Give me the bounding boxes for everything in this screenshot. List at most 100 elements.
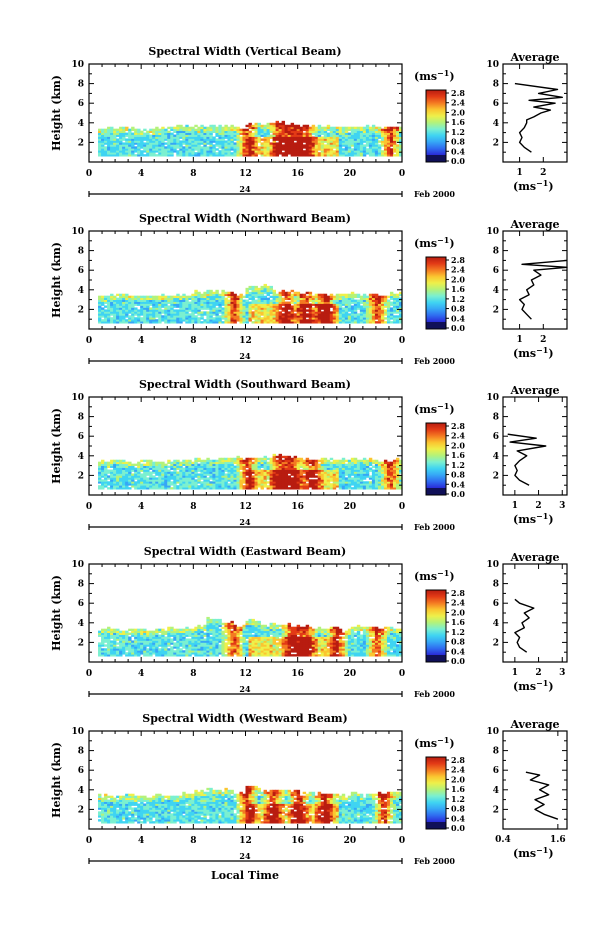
heatmap-cell	[218, 150, 221, 152]
heatmap-cell	[242, 485, 245, 487]
heatmap-cell	[270, 135, 273, 137]
heatmap-cell	[267, 298, 270, 300]
heatmap-cell	[188, 302, 191, 304]
heatmap-cell	[206, 477, 209, 479]
heatmap-cell	[282, 144, 285, 146]
heatmap-cell	[261, 125, 264, 127]
colorbar-tick-label: 2.8	[451, 421, 465, 431]
y-tick-label: 6	[78, 266, 84, 276]
average-y-tick-label: 6	[493, 99, 499, 109]
heatmap-cell	[134, 317, 137, 319]
heatmap-cell	[116, 629, 119, 631]
heatmap-cell	[288, 292, 291, 294]
average-frame	[503, 64, 567, 162]
heatmap-cell	[246, 470, 249, 472]
heatmap-cell	[209, 290, 212, 292]
heatmap-cell	[303, 144, 306, 146]
heatmap-cell	[164, 129, 167, 131]
x-tick-label: 0	[399, 502, 405, 512]
heatmap-cell	[110, 470, 113, 472]
heatmap-cell	[128, 129, 131, 131]
heatmap-cell	[363, 458, 366, 460]
heatmap-cell	[330, 462, 333, 464]
heatmap-cell	[306, 292, 309, 294]
heatmap-cell	[212, 317, 215, 319]
heatmap-cell	[122, 460, 125, 462]
heatmap-cell	[233, 142, 236, 144]
heatmap-cell	[360, 296, 363, 298]
heatmap-cell	[246, 125, 249, 127]
heatmap-cell	[119, 127, 122, 129]
heatmap-cell	[360, 305, 363, 307]
average-x-label: (ms−1)	[513, 511, 554, 526]
heatmap-cell	[261, 286, 264, 288]
colorbar	[426, 90, 446, 155]
x-tick-label: 8	[190, 336, 196, 346]
heatmap-cell	[227, 127, 230, 129]
heatmap-cell	[200, 294, 203, 296]
heatmap-cell	[209, 125, 212, 127]
average-profile-line	[515, 84, 562, 153]
heatmap-cell	[224, 473, 227, 475]
heatmap-cell	[185, 125, 188, 127]
heatmap-cell	[125, 462, 128, 464]
heatmap-cell	[387, 300, 390, 302]
heatmap-cell	[312, 125, 315, 127]
heatmap-cell	[128, 637, 131, 639]
heatmap-cell	[312, 137, 315, 139]
colorbar	[426, 257, 446, 322]
x-tick-label: 0	[86, 169, 92, 179]
colorbar-tick-label: 2.8	[451, 255, 465, 265]
heatmap-cell	[342, 127, 345, 129]
heatmap-cell	[107, 462, 110, 464]
panel-title: Spectral Width (Northward Beam)	[139, 212, 351, 225]
heatmap-cell	[252, 475, 255, 477]
heatmap-cell	[381, 150, 384, 152]
heatmap-cell	[176, 471, 179, 473]
heatmap-cell	[318, 464, 321, 466]
heatmap-cell	[321, 127, 324, 129]
heatmap-cell	[276, 142, 279, 144]
heatmap-cell	[345, 460, 348, 462]
heatmap-cell	[357, 300, 360, 302]
heatmap-cell	[306, 309, 309, 311]
heatmap-cell	[264, 125, 267, 127]
heatmap-cell	[203, 319, 206, 321]
heatmap-cell	[351, 148, 354, 150]
heatmap-cell	[155, 319, 158, 321]
heatmap-cell	[158, 129, 161, 131]
heatmap-cell	[185, 296, 188, 298]
heatmap-cell	[309, 292, 312, 294]
heatmap-cell	[188, 313, 191, 315]
heatmap-cell	[203, 127, 206, 129]
heatmap-cell	[276, 294, 279, 296]
heatmap-cell	[215, 138, 218, 140]
heatmap-cell	[372, 125, 375, 127]
heatmap-cell	[110, 127, 113, 129]
heatmap-cell	[375, 294, 378, 296]
heatmap-cell	[110, 629, 113, 631]
heatmap-cell	[303, 125, 306, 127]
heatmap-cell	[375, 127, 378, 129]
heatmap-cell	[194, 458, 197, 460]
heatmap-cell	[342, 307, 345, 309]
heatmap-cell	[330, 483, 333, 485]
heatmap-cell	[351, 458, 354, 460]
heatmap-cell	[176, 125, 179, 127]
heatmap-cell	[276, 456, 279, 458]
heatmap-cell	[318, 460, 321, 462]
heatmap-cell	[372, 470, 375, 472]
heatmap-cell	[134, 146, 137, 148]
heatmap-cell	[285, 125, 288, 127]
x-tick-label: 4	[138, 336, 144, 346]
heatmap-cell	[188, 460, 191, 462]
heatmap-cell	[107, 481, 110, 483]
heatmap-cell	[116, 294, 119, 296]
heatmap-cell	[170, 471, 173, 473]
heatmap-cell	[390, 307, 393, 309]
heatmap-cell	[200, 481, 203, 483]
heatmap-cell	[381, 462, 384, 464]
heatmap-cell	[197, 127, 200, 129]
heatmap-cell	[167, 466, 170, 468]
